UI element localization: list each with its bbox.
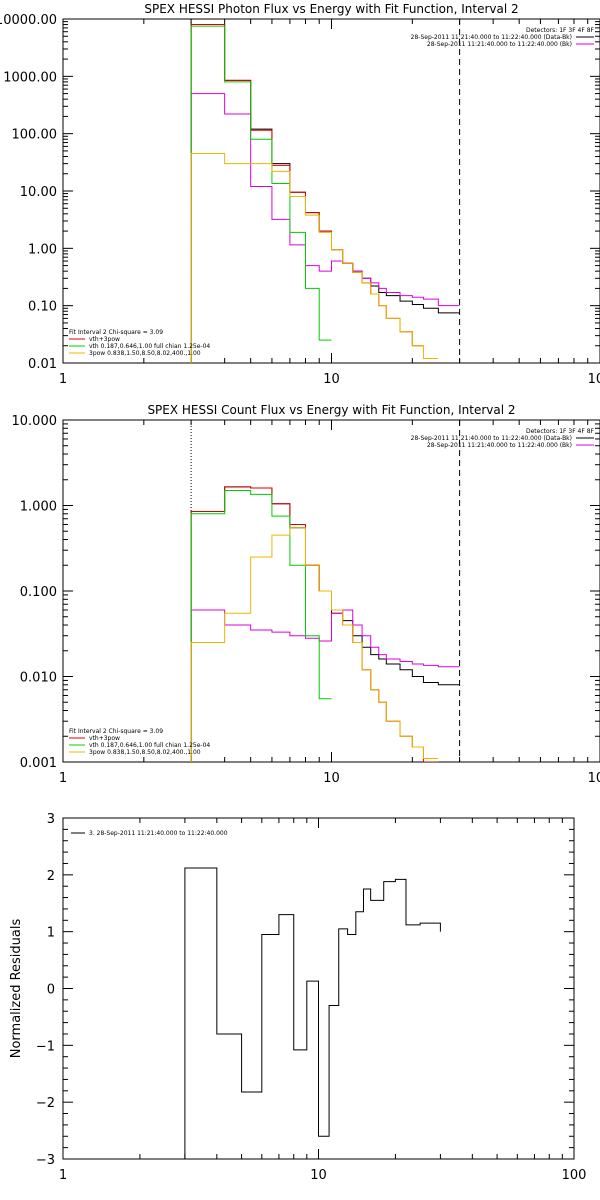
legend-entry-label: 28-Sep-2011 11:21:40.000 to 11:22:40.000… [427, 41, 572, 48]
series-vth [190, 25, 332, 363]
y-tick-label: 100.00 [12, 128, 58, 143]
plot-frame [62, 18, 600, 364]
x-tick-label: 100 [562, 1168, 587, 1183]
x-tick-label: 10 [323, 372, 340, 387]
legend-entry-label: 3. 28-Sep-2011 11:21:40.000 to 11:22:40.… [89, 830, 228, 837]
series-vth-3pow [190, 486, 439, 762]
fit-legend-entry: vth 0.187,0.646,1.00 full chian 1.25e-04 [89, 343, 210, 350]
fit-legend-entry: vth 0.187,0.646,1.00 full chian 1.25e-04 [89, 742, 210, 749]
legend-entry-label: 28-Sep-2011 11:21:40.000 to 11:22:40.000… [427, 442, 572, 449]
series-3pow [190, 153, 439, 363]
series-vth-3pow [190, 24, 424, 363]
y-tick-label: 0.100 [20, 585, 57, 600]
y-tick-label: 10.00 [20, 185, 57, 200]
y-tick-label: 0.10 [28, 300, 57, 315]
x-tick-label: 1 [59, 372, 67, 387]
series-bk [190, 93, 460, 363]
y-tick-label: 0.010 [20, 671, 57, 686]
series-data-bk [190, 486, 460, 762]
y-tick-label: 0.01 [28, 357, 57, 372]
fit-legend-title: Fit Interval 2 Chi-square = 3.09 [69, 728, 163, 735]
x-tick-label: 10 [323, 771, 340, 786]
y-axis-label: Normalized Residuals [9, 919, 24, 1059]
fit-legend-entry: 3pow 0.838,1.50,8.50,8.02,400.,1.00 [89, 350, 201, 357]
y-tick-label: 1 [47, 926, 55, 941]
legend-detectors: Detectors: 1F 3F 4F 8F [526, 428, 595, 435]
series-3pow [190, 527, 439, 762]
series-bk [190, 609, 460, 762]
y-tick-label: −1 [36, 1039, 55, 1054]
chart-title: SPEX HESSI Count Flux vs Energy with Fit… [147, 403, 515, 417]
x-tick-label: 100 [588, 372, 600, 387]
x-tick-label: 1 [59, 771, 67, 786]
fit-legend-entry: vth+3pow [89, 336, 120, 343]
chart-panel-1: SPEX HESSI Photon Flux vs Energy with Fi… [0, 2, 600, 387]
chart-title: SPEX HESSI Photon Flux vs Energy with Fi… [144, 2, 518, 16]
series-vth [190, 489, 332, 762]
series-data-bk [190, 24, 460, 363]
y-tick-label: 10.000 [12, 414, 58, 429]
y-tick-label: −2 [36, 1096, 55, 1111]
y-tick-label: 0 [47, 983, 55, 998]
legend-entry-label: 28-Sep-2011 11:21:40.000 to 11:22:40.000… [411, 34, 572, 41]
y-tick-label: −3 [36, 1153, 55, 1168]
y-tick-label: 10000.00 [0, 13, 57, 28]
y-tick-label: 1.00 [28, 242, 57, 257]
fit-legend-entry: 3pow 0.838,1.50,8.50,8.02,400.,1.00 [89, 749, 201, 756]
legend-detectors: Detectors: 1F 3F 4F 8F [526, 27, 595, 34]
legend-entry-label: 28-Sep-2011 11:21:40.000 to 11:22:40.000… [411, 435, 572, 442]
x-tick-label: 1 [59, 1168, 67, 1183]
y-tick-label: 1000.00 [3, 70, 57, 85]
y-tick-label: 3 [47, 812, 55, 827]
x-tick-label: 100 [588, 771, 600, 786]
chart-panel-2: SPEX HESSI Count Flux vs Energy with Fit… [12, 403, 600, 786]
series-residuals [184, 867, 441, 1159]
y-tick-label: 0.001 [20, 756, 57, 771]
fit-legend-entry: vth+3pow [89, 735, 120, 742]
y-tick-label: 2 [47, 869, 55, 884]
fit-legend-title: Fit Interval 2 Chi-square = 3.09 [69, 329, 163, 336]
x-tick-label: 10 [310, 1168, 327, 1183]
y-tick-label: 1.000 [20, 500, 57, 515]
